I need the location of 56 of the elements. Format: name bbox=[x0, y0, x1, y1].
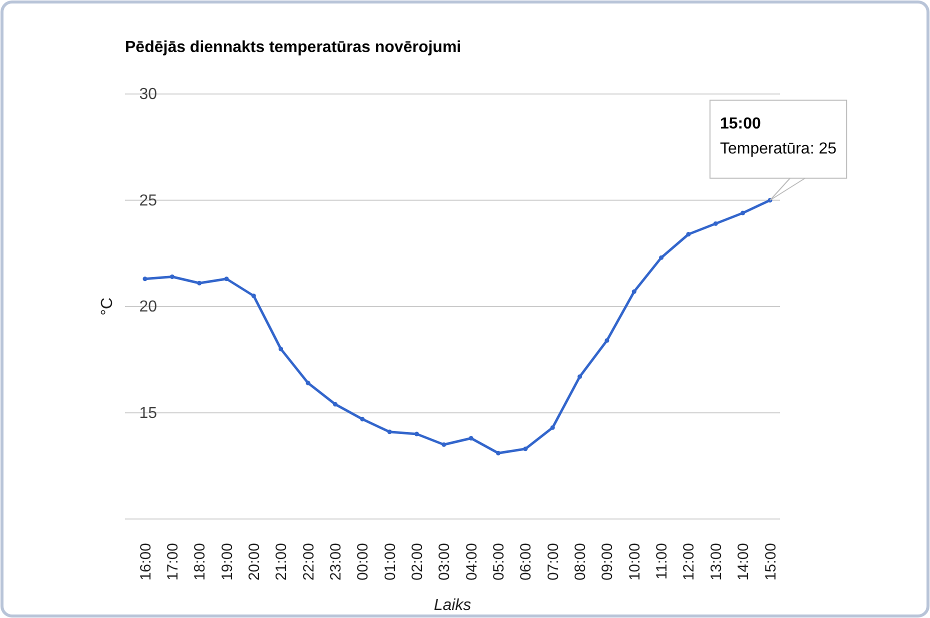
chart-title: Pēdējās diennakts temperatūras novērojumi bbox=[125, 39, 462, 56]
point bbox=[306, 380, 310, 386]
point bbox=[332, 402, 338, 407]
x-tick-label: 18:00 bbox=[192, 543, 209, 581]
x-tick-label: 22:00 bbox=[300, 543, 318, 581]
point bbox=[550, 425, 555, 430]
x-tick-label: 05:00 bbox=[490, 543, 508, 581]
x-tick-label: 20:00 bbox=[246, 543, 263, 581]
point bbox=[604, 338, 610, 343]
point bbox=[686, 232, 691, 237]
y-tick-label: 25 bbox=[139, 192, 158, 210]
point bbox=[523, 446, 528, 452]
x-tick-label: 10:00 bbox=[626, 543, 644, 581]
x-tick-label: 08:00 bbox=[572, 543, 590, 581]
x-tick-label: 03:00 bbox=[436, 543, 454, 581]
x-tick-label: 00:00 bbox=[354, 543, 372, 581]
x-tick-label: 02:00 bbox=[408, 543, 426, 581]
point bbox=[468, 436, 474, 441]
x-tick-label: 07:00 bbox=[544, 543, 562, 581]
point bbox=[578, 374, 582, 379]
point bbox=[142, 276, 148, 282]
x-tick-label: 09:00 bbox=[599, 543, 616, 581]
tooltip-callout: 15:00 Temperatūra: 25 bbox=[710, 100, 848, 201]
x-tick-label: 13:00 bbox=[708, 543, 725, 581]
x-tick-label: 06:00 bbox=[518, 543, 535, 581]
x-tick-label: 23:00 bbox=[327, 543, 344, 581]
point bbox=[224, 276, 229, 282]
x-tick-label: 04:00 bbox=[463, 543, 480, 581]
point bbox=[659, 255, 664, 260]
x-tick-label: 12:00 bbox=[680, 543, 698, 581]
x-tick-label: 01:00 bbox=[382, 543, 399, 581]
point bbox=[496, 450, 501, 456]
y-axis-title: °C bbox=[99, 298, 116, 316]
point bbox=[360, 416, 365, 422]
point bbox=[632, 289, 636, 294]
point bbox=[197, 280, 202, 286]
x-tick-label: 15:00 bbox=[762, 543, 780, 581]
y-tick-label: 30 bbox=[139, 86, 158, 104]
annotation: 15:00 Temperatūra: 25 bbox=[720, 115, 837, 158]
point bbox=[278, 346, 284, 352]
point bbox=[713, 221, 718, 226]
point bbox=[387, 430, 392, 434]
point bbox=[170, 274, 174, 280]
x-tick-label: 16:00 bbox=[137, 543, 154, 581]
x-tick-label: 17:00 bbox=[164, 543, 182, 581]
x-tick-label: 11:00 bbox=[654, 543, 671, 580]
point bbox=[740, 210, 746, 216]
point bbox=[251, 294, 256, 298]
point bbox=[442, 442, 446, 447]
x-tick-label: 14:00 bbox=[735, 543, 752, 581]
x-tick-label: 19:00 bbox=[218, 543, 236, 581]
point bbox=[414, 432, 419, 436]
y-tick-label: 15 bbox=[139, 404, 158, 422]
y-tick-label: 20 bbox=[139, 298, 158, 316]
x-tick-label: 21:00 bbox=[273, 543, 290, 581]
x-axis-title: Laiks bbox=[434, 597, 472, 614]
